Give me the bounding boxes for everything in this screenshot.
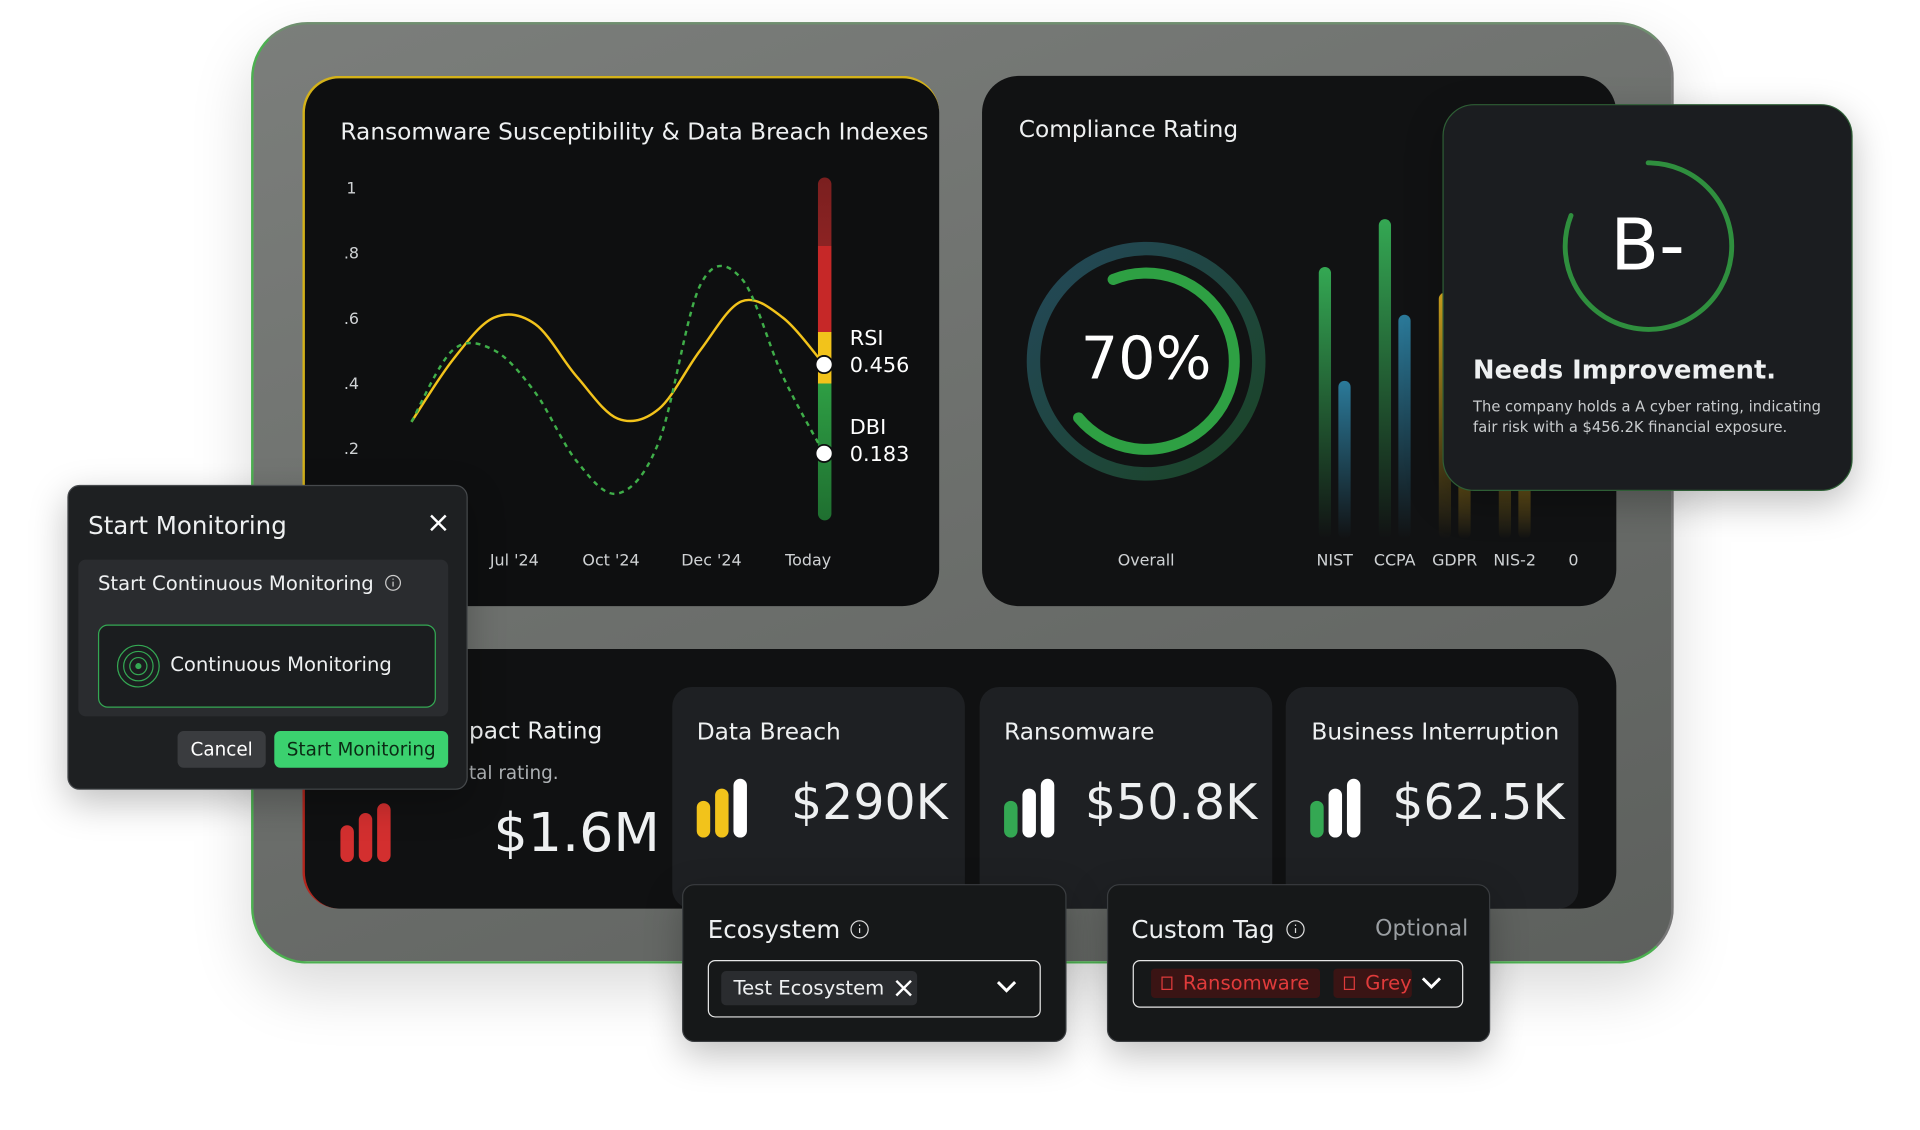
impact-card: Business Interruption $62.5K [1285, 686, 1579, 909]
monitoring-option[interactable]: Continuous Monitoring [97, 624, 436, 708]
x-tick-label: NIS-2 [1493, 551, 1536, 570]
x-tick-label: Today [784, 551, 831, 570]
radar-icon [116, 644, 160, 688]
series-line [410, 264, 826, 495]
y-tick-label: 1 [346, 178, 356, 197]
gauge-arc [1073, 267, 1240, 455]
cancel-button[interactable]: Cancel [177, 731, 266, 768]
bar [1378, 219, 1392, 539]
monitoring-modal: Start Monitoring Start Continuous Monito… [67, 484, 468, 790]
impact-subtitle: tal rating. [468, 761, 559, 784]
grade-description: The company holds a A cyber rating, indi… [1473, 397, 1821, 436]
chart-title: Compliance Rating [1018, 116, 1239, 144]
bar [1338, 380, 1351, 539]
grade-heading: Needs Improvement. [1473, 355, 1777, 385]
end-marker [814, 443, 834, 463]
gauge-caption: Overall [1118, 551, 1175, 570]
risk-scale [817, 177, 832, 521]
card-title: Business Interruption [1311, 718, 1560, 746]
dropdown-chevron[interactable] [1420, 976, 1442, 991]
custom-tag-field: Custom Tag Optional Ransomware Grey [1106, 884, 1491, 1043]
x-tick-label: CCPA [1374, 551, 1416, 570]
tag-chip[interactable]: Grey [1333, 968, 1412, 998]
ecosystem-field: Ecosystem Test Ecosystem [682, 884, 1067, 1043]
tag-label: Ransomware [1182, 971, 1310, 995]
card-icon [1310, 778, 1361, 838]
card-value: $50.8K [1084, 775, 1258, 832]
y-tick-label: .4 [344, 374, 359, 393]
x-tick-label: NIST [1316, 551, 1353, 570]
bar [1398, 314, 1411, 539]
chart-title: Ransomware Susceptibility & Data Breach … [340, 118, 929, 146]
gauge-label: 70% [1081, 323, 1212, 392]
section-label: Start Continuous Monitoring [97, 571, 374, 596]
x-tick-label: Jul '24 [489, 551, 539, 570]
chip-remove[interactable] [895, 979, 912, 997]
grade-card: B- Needs Improvement. The company holds … [1442, 104, 1853, 492]
field-hint: Optional [1375, 915, 1469, 942]
series-name: RSI [850, 326, 884, 350]
close-button[interactable] [429, 513, 449, 533]
card-icon [696, 778, 747, 838]
tag-icon [1161, 976, 1173, 991]
series-name: DBI [850, 415, 886, 439]
tag-chip[interactable]: Ransomware [1151, 968, 1321, 998]
series-end-value: 0.456 [850, 353, 910, 377]
card-title: Data Breach [696, 718, 841, 746]
series-line [410, 298, 826, 423]
x-tick-label: Dec '24 [681, 551, 741, 570]
chip: Test Ecosystem [721, 971, 918, 1006]
end-marker [814, 355, 834, 375]
y-tick-label: .8 [344, 244, 359, 263]
impact-card: Data Breach $290K [672, 686, 965, 909]
gauge-track [1026, 241, 1266, 481]
tag-select[interactable]: Ransomware Grey [1132, 960, 1464, 1008]
card-icon [1004, 778, 1055, 838]
field-label: Ecosystem [707, 914, 841, 945]
option-label: Continuous Monitoring [170, 652, 392, 676]
info-icon[interactable] [850, 920, 870, 940]
x-tick-label: Oct '24 [582, 551, 639, 570]
y-tick-label: .2 [344, 439, 359, 458]
tag-icon [1343, 976, 1355, 991]
x-tick-label: GDPR [1432, 551, 1477, 570]
grade: B- [1610, 203, 1685, 287]
confirm-button[interactable]: Start Monitoring [274, 731, 449, 768]
y-tick-label: .6 [344, 309, 359, 328]
card-title: Ransomware [1004, 718, 1155, 746]
info-icon[interactable] [1286, 920, 1306, 940]
modal-section: Start Continuous Monitoring Continuous M… [78, 559, 449, 717]
field-label: Custom Tag [1131, 914, 1275, 945]
impact-title: pact Rating [468, 717, 603, 745]
card-value: $290K [791, 775, 948, 832]
series-end-value: 0.183 [850, 442, 910, 466]
modal-title: Start Monitoring [88, 510, 287, 541]
ecosystem-select[interactable]: Test Ecosystem [707, 960, 1041, 1018]
y-tick-label: 0 [1568, 551, 1578, 570]
tag-label: Grey [1365, 971, 1412, 995]
card-value: $62.5K [1392, 775, 1565, 832]
dropdown-chevron[interactable] [996, 980, 1018, 995]
chip-label: Test Ecosystem [733, 975, 885, 1000]
impact-card: Ransomware $50.8K [979, 686, 1273, 909]
bar [1318, 266, 1332, 539]
impact-icon [340, 803, 391, 863]
info-icon[interactable] [384, 574, 402, 591]
impact-value: $1.6M [493, 802, 660, 865]
grade-ring [1562, 160, 1735, 332]
